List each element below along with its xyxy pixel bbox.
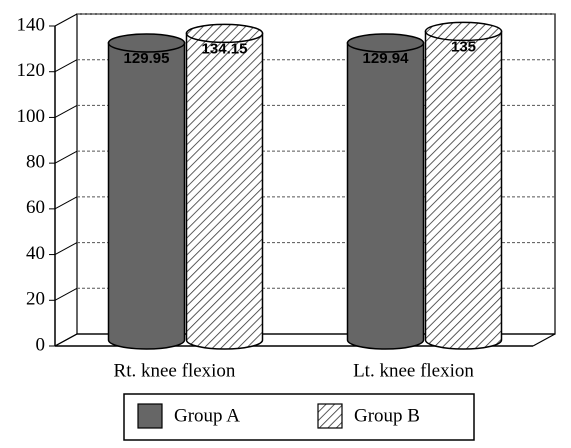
- y-tick-label: 120: [17, 60, 46, 81]
- cylinder: [107, 33, 186, 350]
- y-tick-label: 60: [26, 197, 45, 218]
- cylinder-body: [424, 30, 503, 350]
- y-tick-label: 140: [17, 14, 46, 35]
- cylinder: [424, 21, 503, 350]
- value-label: 129.94: [363, 50, 410, 67]
- value-label: 134.15: [202, 40, 248, 57]
- y-tick-label: 0: [36, 334, 46, 355]
- depth-line: [54, 104, 78, 118]
- cylinder-top: [424, 21, 503, 42]
- cylinder-top: [346, 33, 425, 53]
- value-label: 129.95: [124, 50, 170, 67]
- cylinder-top: [185, 23, 264, 44]
- y-tick-label: 20: [26, 289, 45, 310]
- y-tick-label: 40: [26, 243, 45, 264]
- cylinder: [185, 23, 264, 350]
- legend-swatch: [137, 403, 163, 429]
- cylinder: [346, 33, 425, 350]
- x-tick-label: Lt. knee flexion: [353, 360, 474, 381]
- cylinder-top: [107, 33, 186, 53]
- legend-swatch: [317, 403, 343, 429]
- value-label: 135: [451, 38, 476, 55]
- cylinder-body: [107, 42, 186, 350]
- depth-line: [54, 13, 78, 27]
- y-tick-label: 100: [17, 106, 46, 127]
- depth-line: [54, 242, 78, 256]
- legend-box: [123, 393, 475, 441]
- cylinder-body: [185, 32, 264, 350]
- y-tick-label: 80: [26, 152, 45, 173]
- legend-label: Group B: [354, 405, 420, 426]
- depth-line: [54, 287, 78, 301]
- cylinder-body: [346, 42, 425, 350]
- depth-line: [54, 150, 78, 164]
- depth-line: [54, 196, 78, 210]
- depth-line: [54, 333, 78, 347]
- x-tick-label: Rt. knee flexion: [114, 360, 236, 381]
- depth-line: [54, 59, 78, 73]
- legend-label: Group A: [174, 405, 240, 426]
